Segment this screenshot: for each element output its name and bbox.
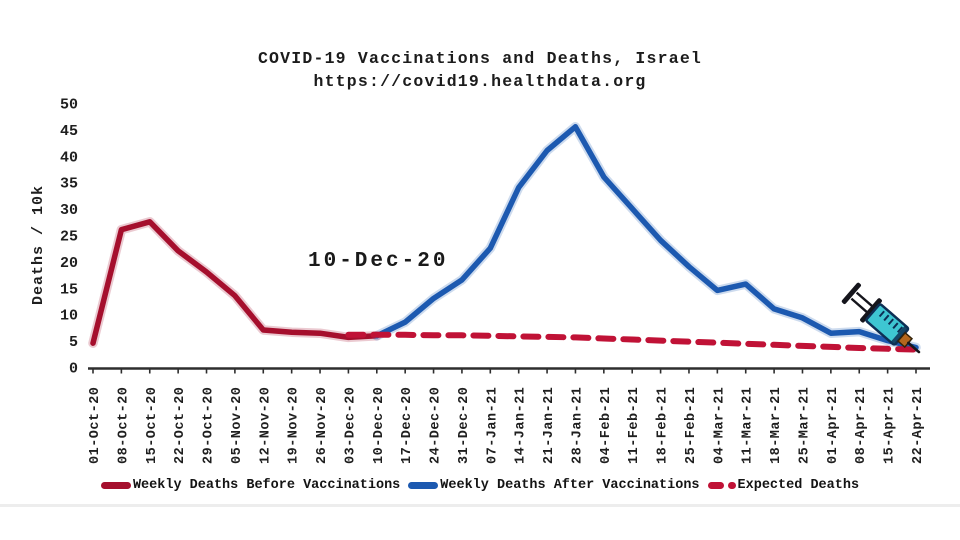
- legend: Weekly Deaths Before Vaccinations Weekly…: [0, 478, 960, 493]
- x-tick-label: 18-Mar-21: [769, 387, 784, 464]
- x-tick-label: 07-Jan-21: [485, 387, 500, 464]
- legend-item-expected-deaths: Expected Deaths: [707, 478, 860, 493]
- x-tick-label: 19-Nov-20: [287, 387, 302, 464]
- legend-label: Weekly Deaths After Vaccinations: [440, 478, 700, 493]
- y-tick-label: 0: [69, 361, 78, 378]
- x-tick-label: 11-Feb-21: [627, 387, 642, 464]
- x-tick-label: 08-Apr-21: [854, 387, 869, 464]
- y-tick-label: 45: [60, 123, 78, 140]
- legend-item-after-vaccinations: Weekly Deaths After Vaccinations: [408, 478, 700, 493]
- vaccination-start-annotation: 10-Dec-20: [308, 250, 449, 273]
- x-tick-label: 01-Oct-20: [88, 387, 103, 464]
- x-tick-label: 25-Mar-21: [797, 387, 812, 464]
- chart-title-block: COVID-19 Vaccinations and Deaths, Israel…: [0, 47, 960, 93]
- x-tick-label: 04-Mar-21: [712, 387, 727, 464]
- x-tick-label: 18-Feb-21: [656, 387, 671, 464]
- y-tick-label: 15: [60, 281, 78, 298]
- y-tick-label: 50: [60, 97, 78, 114]
- series-line-1: [374, 124, 919, 351]
- x-tick-label: 25-Feb-21: [684, 387, 699, 464]
- y-tick-label: 25: [60, 229, 78, 246]
- x-tick-label: 15-Apr-21: [883, 387, 898, 464]
- legend-label: Weekly Deaths Before Vaccinations: [132, 478, 401, 493]
- legend-item-before-vaccinations: Weekly Deaths Before Vaccinations: [100, 478, 401, 493]
- chart-subtitle-url: https://covid19.healthdata.org: [313, 72, 647, 92]
- y-tick-label: 35: [60, 176, 78, 193]
- x-tick-label: 21-Jan-21: [542, 387, 557, 464]
- legend-swatch-before-solid-line: [100, 482, 131, 489]
- x-tick-label: 12-Nov-20: [258, 387, 273, 464]
- x-tick-label: 04-Feb-21: [599, 387, 614, 464]
- series-halo-1: [372, 122, 921, 353]
- legend-swatch-after-solid-line: [408, 482, 439, 489]
- x-tick-label: 29-Oct-20: [202, 387, 217, 464]
- x-tick-label: 28-Jan-21: [570, 387, 585, 464]
- x-tick-label: 22-Oct-20: [173, 387, 188, 464]
- bottom-divider: [0, 504, 960, 507]
- series-line-0: [90, 219, 380, 346]
- x-tick-label: 24-Dec-20: [429, 387, 444, 464]
- y-tick-label: 20: [60, 255, 78, 272]
- x-tick-label: 10-Dec-20: [372, 387, 387, 464]
- series-halo-0: [88, 217, 382, 348]
- x-tick-label: 31-Dec-20: [457, 387, 472, 464]
- legend-swatch-expected-dashed-line: [707, 482, 736, 489]
- y-tick-label: 30: [60, 202, 78, 219]
- y-tick-label: 5: [69, 334, 78, 351]
- x-tick-label: 15-Oct-20: [145, 387, 160, 464]
- legend-label: Expected Deaths: [737, 478, 860, 493]
- x-tick-label: 22-Apr-21: [911, 387, 926, 464]
- x-tick-label: 14-Jan-21: [514, 387, 529, 464]
- chart-title: COVID-19 Vaccinations and Deaths, Israel: [257, 49, 703, 68]
- x-tick-label: 26-Nov-20: [315, 387, 330, 464]
- y-tick-label: 10: [60, 308, 78, 325]
- x-tick-label: 03-Dec-20: [343, 387, 358, 464]
- series-line-2: [345, 331, 919, 353]
- x-tick-label: 05-Nov-20: [230, 387, 245, 464]
- x-tick-label: 08-Oct-20: [116, 387, 131, 464]
- x-tick-label: 17-Dec-20: [400, 387, 415, 464]
- y-tick-label: 40: [60, 149, 78, 166]
- x-tick-label: 11-Mar-21: [741, 387, 756, 464]
- x-tick-label: 01-Apr-21: [826, 387, 841, 464]
